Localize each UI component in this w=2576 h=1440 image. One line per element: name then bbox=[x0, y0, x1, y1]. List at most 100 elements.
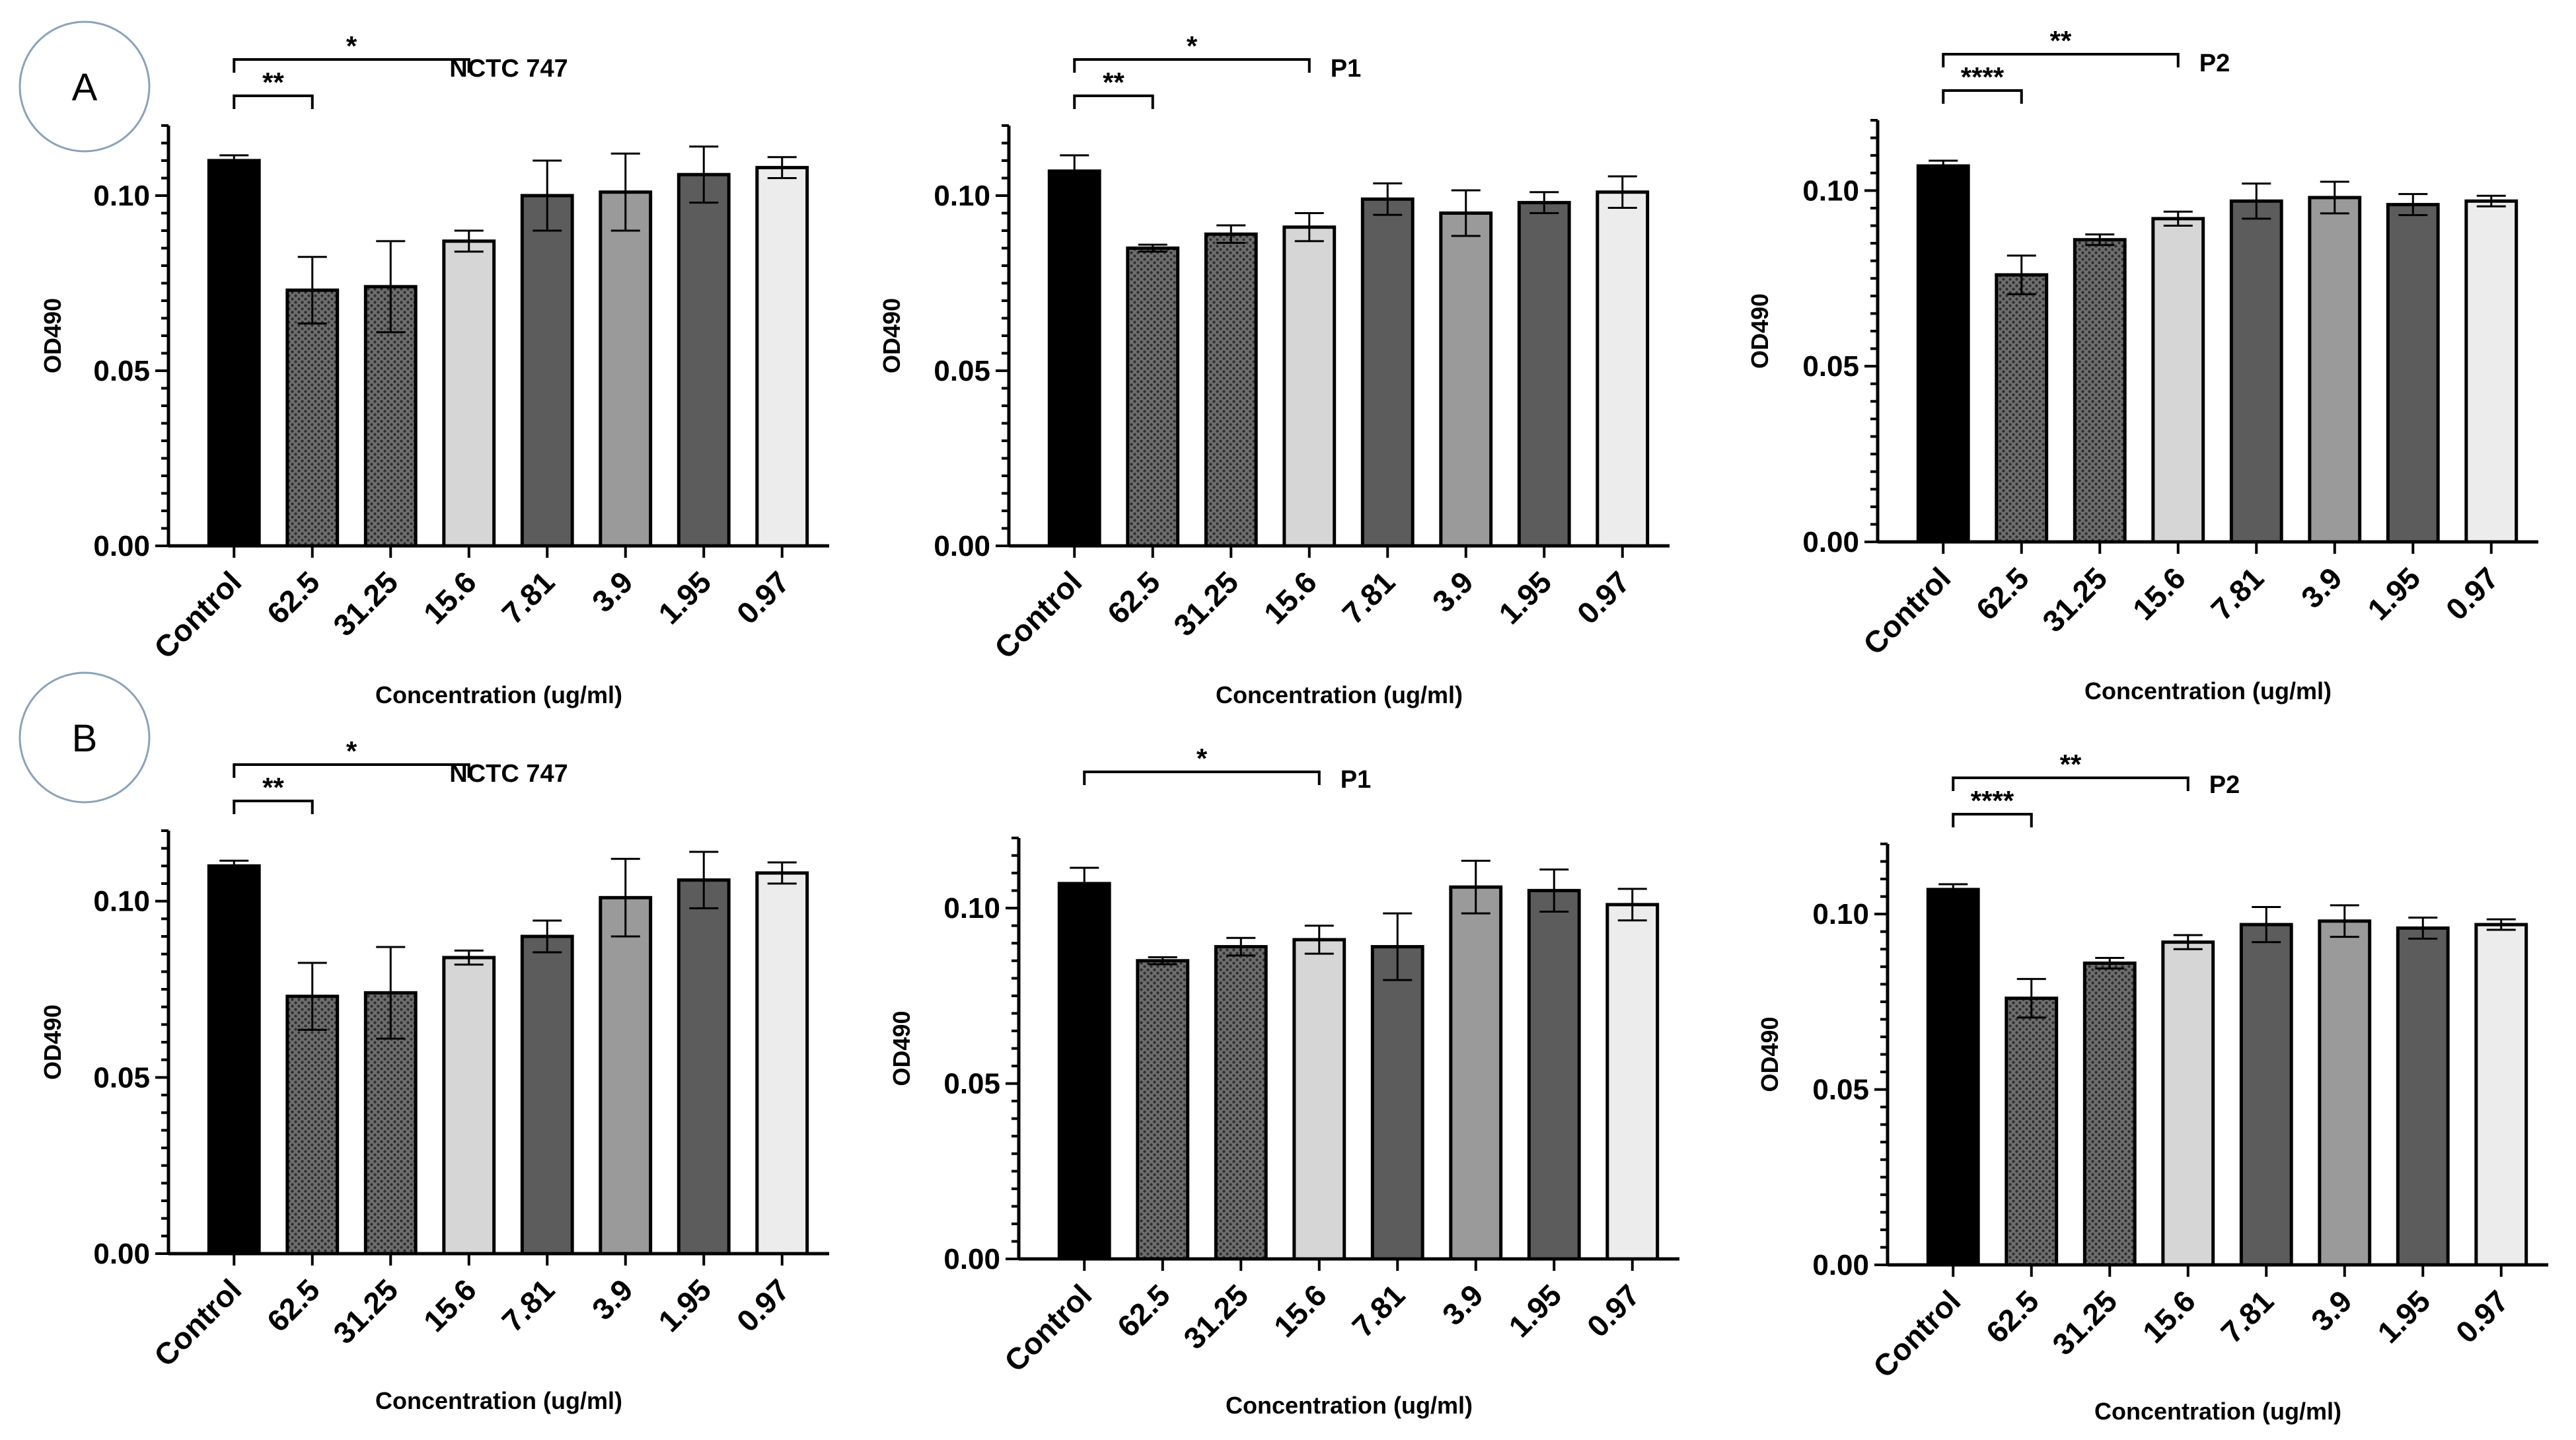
y-axis-title: OD490 bbox=[888, 1010, 915, 1086]
y-tick-label: 0.10 bbox=[1802, 174, 1859, 207]
category-label: 3.9 bbox=[585, 564, 640, 619]
y-axis-title: OD490 bbox=[1746, 293, 1773, 369]
y-tick-label: 0.00 bbox=[943, 1243, 1000, 1275]
significance-bracket bbox=[1952, 777, 2190, 791]
bar-15.6 bbox=[1292, 938, 1346, 1261]
y-axis-title: OD490 bbox=[878, 298, 905, 373]
bar-15.6 bbox=[442, 956, 496, 1256]
category-label: 0.97 bbox=[2449, 1283, 2515, 1349]
panel-a-circle bbox=[18, 20, 151, 153]
significance-bracket bbox=[1952, 813, 2033, 827]
y-tick-label: 0.10 bbox=[1812, 898, 1869, 930]
category-label: 1.95 bbox=[1502, 1277, 1568, 1344]
bar-7.81 bbox=[2239, 923, 2293, 1267]
bar-1.95 bbox=[1517, 201, 1571, 548]
category-label: 1.95 bbox=[651, 564, 718, 630]
significance-label: **** bbox=[1971, 785, 2014, 816]
bar-7.81 bbox=[520, 934, 574, 1256]
significance-bracket bbox=[1942, 53, 2180, 67]
bar-7.81 bbox=[1370, 945, 1424, 1261]
significance-bracket bbox=[1073, 95, 1154, 109]
category-label: 0.97 bbox=[730, 564, 796, 630]
significance-label: ** bbox=[1103, 67, 1124, 98]
category-label: 15.6 bbox=[417, 1272, 483, 1338]
y-tick-label: 0.00 bbox=[934, 530, 990, 562]
y-tick-label: 0.05 bbox=[93, 1061, 150, 1094]
bar-Control bbox=[207, 864, 261, 1256]
y-tick-label: 0.10 bbox=[93, 180, 150, 212]
bar-62.5 bbox=[1995, 273, 2049, 544]
chart-2: 0.00 0.05 0.10 OD490 P1 Control 62.5 31.25 15.6 7… bbox=[878, 30, 1670, 708]
category-label: 62.5 bbox=[1969, 560, 2036, 626]
y-tick-label: 0.10 bbox=[943, 892, 1000, 925]
x-axis-title: Concentration (ug/ml) bbox=[2084, 677, 2332, 704]
y-axis-title: OD490 bbox=[1756, 1016, 1783, 1092]
bar-15.6 bbox=[442, 239, 496, 548]
x-axis-title: Concentration (ug/ml) bbox=[1226, 1392, 1473, 1419]
x-axis-title: Concentration (ug/ml) bbox=[375, 681, 622, 708]
bar-31.25 bbox=[2082, 961, 2137, 1267]
bar-0.97 bbox=[755, 871, 809, 1256]
panel-b-badge: B bbox=[18, 671, 151, 804]
category-label: Control bbox=[988, 564, 1088, 665]
category-label: 7.81 bbox=[2204, 560, 2270, 626]
bar-3.9 bbox=[599, 895, 653, 1256]
chart-title: P1 bbox=[1341, 766, 1371, 794]
bar-3.9 bbox=[2308, 196, 2362, 544]
y-tick-label: 0.00 bbox=[93, 530, 150, 562]
chart-title: P2 bbox=[2199, 50, 2230, 77]
y-axis-title: OD490 bbox=[39, 298, 66, 373]
x-axis-title: Concentration (ug/ml) bbox=[2094, 1398, 2341, 1425]
significance-label: ** bbox=[262, 772, 284, 803]
category-label: 62.5 bbox=[260, 564, 326, 630]
category-label: 1.95 bbox=[2361, 560, 2427, 626]
category-label: 31.25 bbox=[326, 564, 404, 642]
category-label: 0.97 bbox=[1580, 1277, 1646, 1344]
category-label: 7.81 bbox=[1335, 564, 1401, 630]
category-label: 31.25 bbox=[2036, 560, 2114, 638]
significance-label: ** bbox=[262, 67, 284, 98]
category-label: 15.6 bbox=[1257, 564, 1323, 630]
category-label: 3.9 bbox=[1426, 564, 1480, 619]
category-label: 62.5 bbox=[260, 1272, 326, 1338]
x-axis-title: Concentration (ug/ml) bbox=[1216, 681, 1463, 708]
category-label: Control bbox=[998, 1277, 1098, 1378]
category-label: 3.9 bbox=[585, 1272, 640, 1326]
y-tick-label: 0.05 bbox=[1802, 350, 1859, 383]
bar-0.97 bbox=[2464, 199, 2519, 544]
category-label: 3.9 bbox=[1436, 1277, 1490, 1332]
bar-3.9 bbox=[1439, 211, 1493, 548]
bar-31.25 bbox=[1214, 945, 1268, 1261]
y-tick-label: 0.00 bbox=[93, 1238, 150, 1270]
category-label: 62.5 bbox=[1101, 564, 1167, 630]
category-label: 15.6 bbox=[2136, 1283, 2202, 1349]
significance-bracket bbox=[233, 58, 470, 73]
bar-15.6 bbox=[1282, 225, 1337, 548]
category-label: 7.81 bbox=[495, 1272, 561, 1338]
bar-1.95 bbox=[677, 878, 731, 1256]
bar-Control bbox=[1057, 882, 1111, 1261]
panel-b-label: B bbox=[72, 717, 98, 760]
bar-3.9 bbox=[1449, 885, 1503, 1261]
bar-62.5 bbox=[285, 288, 340, 548]
category-label: 7.81 bbox=[495, 564, 561, 630]
bar-3.9 bbox=[599, 190, 653, 548]
category-label: Control bbox=[147, 1272, 248, 1373]
significance-label: * bbox=[1187, 30, 1198, 61]
bar-7.81 bbox=[520, 194, 574, 548]
bar-Control bbox=[1047, 169, 1101, 548]
y-tick-label: 0.05 bbox=[934, 355, 990, 387]
category-label: 15.6 bbox=[417, 564, 483, 630]
bar-0.97 bbox=[2474, 923, 2528, 1267]
bar-Control bbox=[1926, 888, 1980, 1267]
category-label: 31.25 bbox=[2045, 1283, 2123, 1361]
significance-label: * bbox=[346, 736, 357, 767]
bar-62.5 bbox=[285, 995, 340, 1256]
significance-bracket bbox=[233, 800, 314, 814]
panel-a-badge: A bbox=[18, 20, 151, 153]
category-label: 7.81 bbox=[1345, 1277, 1411, 1344]
category-label: 15.6 bbox=[1267, 1277, 1333, 1344]
bar-1.95 bbox=[2386, 203, 2440, 544]
